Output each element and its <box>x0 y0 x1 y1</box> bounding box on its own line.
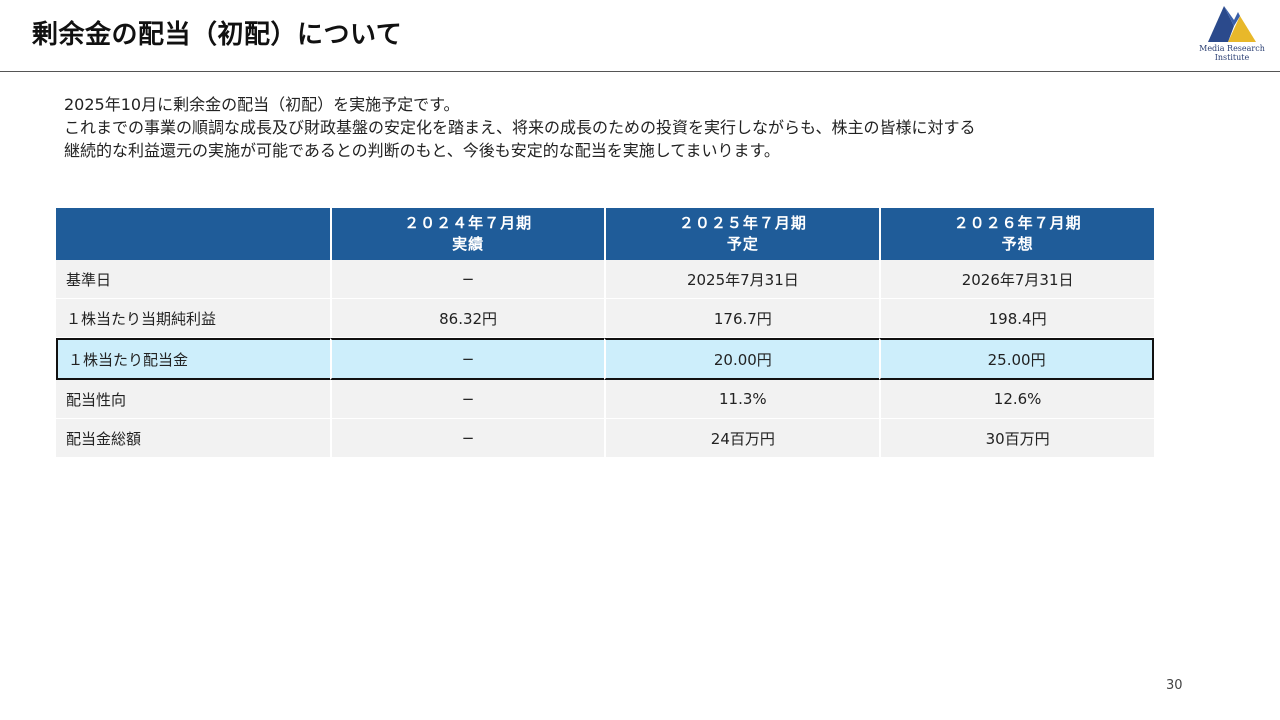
cell-fy2026: 198.4円 <box>879 299 1154 338</box>
row-label: １株当たり配当金 <box>56 338 330 380</box>
dividend-table: ２０２４年７月期 実績 ２０２５年７月期 予定 ２０２６年７月期 予想 基準日 … <box>56 208 1154 458</box>
intro-line-3: 継続的な利益還元の実施が可能であるとの判断のもと、今後も安定的な配当を実施してま… <box>64 141 780 160</box>
row-label: １株当たり当期純利益 <box>56 299 330 338</box>
table-header-row: ２０２４年７月期 実績 ２０２５年７月期 予定 ２０２６年７月期 予想 <box>56 208 1154 260</box>
cell-fy2025: 24百万円 <box>604 419 880 458</box>
header-fy2024: ２０２４年７月期 実績 <box>329 208 605 260</box>
cell-fy2026: 2026年7月31日 <box>879 260 1154 299</box>
cell-fy2026: 30百万円 <box>879 419 1154 458</box>
cell-fy2024: − <box>329 419 605 458</box>
header-fy2025-period: ２０２５年７月期 <box>678 214 807 232</box>
header-fy2026-period: ２０２６年７月期 <box>953 214 1082 232</box>
cell-fy2026: 12.6% <box>879 380 1154 419</box>
slide-title: 剰余金の配当（初配）について <box>32 20 403 50</box>
cell-fy2025: 20.00円 <box>604 338 880 380</box>
table-row-dps: １株当たり配当金 − 20.00円 25.00円 <box>56 338 1154 380</box>
cell-fy2025: 2025年7月31日 <box>604 260 880 299</box>
header-fy2025: ２０２５年７月期 予定 <box>604 208 880 260</box>
table-row-payout-ratio: 配当性向 − 11.3% 12.6% <box>56 380 1154 419</box>
intro-line-2: これまでの事業の順調な成長及び財政基盤の安定化を踏まえ、将来の成長のための投資を… <box>64 118 976 137</box>
row-label: 配当性向 <box>56 380 330 419</box>
logo-text-line1: Media Research <box>1199 44 1265 53</box>
title-divider <box>0 71 1280 72</box>
intro-text: 2025年10月に剰余金の配当（初配）を実施予定です。 これまでの事業の順調な成… <box>64 93 1184 162</box>
table-row-record-date: 基準日 − 2025年7月31日 2026年7月31日 <box>56 260 1154 299</box>
intro-line-1: 2025年10月に剰余金の配当（初配）を実施予定です。 <box>64 95 460 114</box>
logo-text-line2: Institute <box>1214 53 1250 62</box>
table-row-eps: １株当たり当期純利益 86.32円 176.7円 198.4円 <box>56 299 1154 338</box>
page-number: 30 <box>1166 678 1183 693</box>
cell-fy2024: − <box>329 380 605 419</box>
company-logo: Media Research Institute <box>1190 2 1274 68</box>
header-fy2026-type: 予想 <box>1001 235 1034 253</box>
logo-mark-icon <box>1208 6 1256 42</box>
cell-fy2025: 11.3% <box>604 380 880 419</box>
header-fy2025-type: 予定 <box>726 235 759 253</box>
cell-fy2024: − <box>329 338 605 380</box>
header-fy2024-period: ２０２４年７月期 <box>404 214 533 232</box>
row-label: 基準日 <box>56 260 330 299</box>
row-label: 配当金総額 <box>56 419 330 458</box>
cell-fy2026: 25.00円 <box>879 338 1154 380</box>
header-blank <box>56 208 330 260</box>
cell-fy2025: 176.7円 <box>604 299 880 338</box>
header-fy2024-type: 実績 <box>452 235 485 253</box>
cell-fy2024: 86.32円 <box>329 299 605 338</box>
table-row-total-dividend: 配当金総額 − 24百万円 30百万円 <box>56 419 1154 458</box>
header-fy2026: ２０２６年７月期 予想 <box>879 208 1154 260</box>
cell-fy2024: − <box>329 260 605 299</box>
